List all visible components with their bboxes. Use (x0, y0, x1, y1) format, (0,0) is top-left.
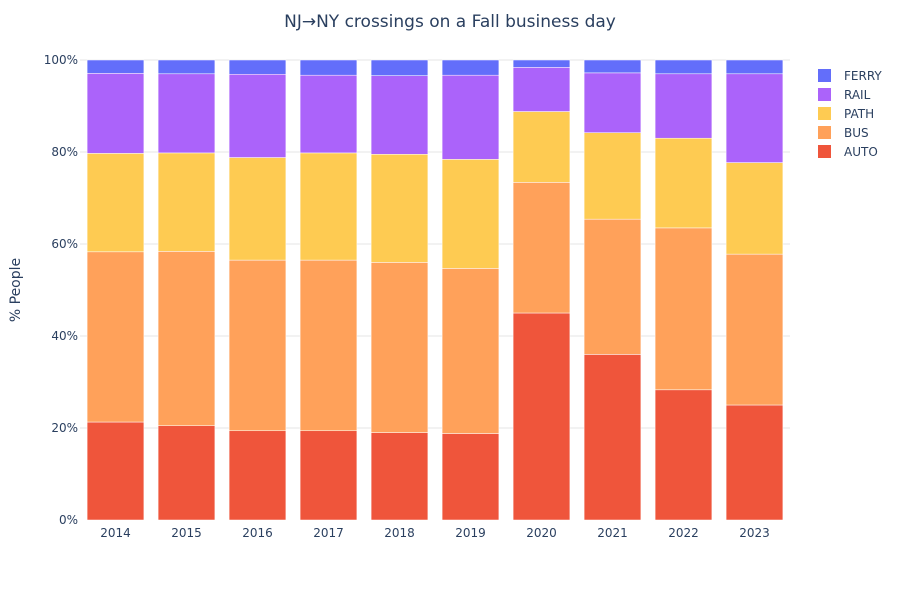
bar-auto-2021[interactable] (583, 354, 642, 521)
legend-swatch (818, 145, 831, 158)
bar-path-2014[interactable] (86, 153, 145, 253)
x-tick-label: 2018 (384, 526, 415, 540)
bar-auto-2019[interactable] (441, 433, 500, 521)
bar-rail-2014[interactable] (86, 73, 145, 154)
y-tick-label: 40% (51, 329, 78, 343)
bar-auto-2022[interactable] (654, 389, 713, 521)
bar-auto-2020[interactable] (512, 312, 571, 521)
x-tick-label: 2015 (171, 526, 202, 540)
bar-bus-2017[interactable] (299, 259, 358, 432)
bar-path-2022[interactable] (654, 137, 713, 229)
legend-label: AUTO (844, 144, 878, 159)
bar-bus-2016[interactable] (228, 259, 287, 432)
bar-ferry-2015[interactable] (157, 59, 216, 75)
bar-rail-2015[interactable] (157, 73, 216, 154)
bar-path-2019[interactable] (441, 159, 500, 269)
bar-bus-2020[interactable] (512, 182, 571, 314)
bar-ferry-2022[interactable] (654, 59, 713, 75)
bar-bus-2015[interactable] (157, 251, 216, 426)
bar-path-2015[interactable] (157, 152, 216, 252)
bar-auto-2018[interactable] (370, 432, 429, 521)
x-tick-label: 2017 (313, 526, 344, 540)
legend-swatch (818, 88, 831, 101)
bar-rail-2020[interactable] (512, 67, 571, 112)
bar-bus-2023[interactable] (725, 253, 784, 406)
bar-path-2017[interactable] (299, 152, 358, 261)
bar-bus-2019[interactable] (441, 268, 500, 434)
x-tick-label: 2016 (242, 526, 273, 540)
legend-item-ferry[interactable]: FERRY (818, 66, 882, 85)
legend-swatch (818, 69, 831, 82)
legend-label: BUS (844, 125, 869, 140)
x-tick-label: 2022 (668, 526, 699, 540)
bar-rail-2019[interactable] (441, 74, 500, 160)
bar-bus-2021[interactable] (583, 218, 642, 355)
chart-title: NJ→NY crossings on a Fall business day (284, 12, 616, 32)
bar-ferry-2017[interactable] (299, 59, 358, 76)
bar-bus-2018[interactable] (370, 262, 429, 433)
y-tick-label: 0% (59, 513, 78, 527)
bar-auto-2017[interactable] (299, 430, 358, 521)
bar-ferry-2019[interactable] (441, 59, 500, 76)
bar-path-2020[interactable] (512, 111, 571, 183)
bar-bus-2014[interactable] (86, 251, 145, 423)
bars (86, 59, 784, 521)
bar-rail-2018[interactable] (370, 75, 429, 155)
x-tick-label: 2014 (100, 526, 131, 540)
y-axis-ticks: 0% 20% 40% 60% 80% 100% (44, 53, 78, 527)
y-tick-label: 20% (51, 421, 78, 435)
y-tick-label: 60% (51, 237, 78, 251)
x-tick-label: 2021 (597, 526, 628, 540)
bar-auto-2016[interactable] (228, 430, 287, 521)
legend-label: PATH (844, 106, 875, 121)
bar-rail-2023[interactable] (725, 73, 784, 163)
x-tick-label: 2019 (455, 526, 486, 540)
bar-ferry-2014[interactable] (86, 59, 145, 74)
bar-bus-2022[interactable] (654, 227, 713, 391)
bar-ferry-2018[interactable] (370, 59, 429, 76)
bar-rail-2017[interactable] (299, 74, 358, 154)
y-tick-label: 100% (44, 53, 78, 67)
legend-item-bus[interactable]: BUS (818, 123, 882, 142)
legend-item-auto[interactable]: AUTO (818, 142, 882, 161)
bar-rail-2016[interactable] (228, 74, 287, 158)
bar-rail-2021[interactable] (583, 72, 642, 133)
bar-path-2023[interactable] (725, 162, 784, 255)
legend-label: RAIL (844, 87, 871, 102)
legend-label: FERRY (844, 68, 882, 83)
legend-item-path[interactable]: PATH (818, 104, 882, 123)
bar-path-2016[interactable] (228, 157, 287, 261)
bar-rail-2022[interactable] (654, 73, 713, 139)
legend: FERRY RAIL PATH BUS AUTO (818, 66, 882, 161)
legend-item-rail[interactable]: RAIL (818, 85, 882, 104)
bar-path-2021[interactable] (583, 132, 642, 220)
legend-swatch (818, 126, 831, 139)
bar-ferry-2023[interactable] (725, 59, 784, 75)
bar-ferry-2016[interactable] (228, 59, 287, 75)
x-tick-label: 2020 (526, 526, 557, 540)
bar-auto-2023[interactable] (725, 404, 784, 521)
bar-auto-2014[interactable] (86, 421, 145, 521)
bar-ferry-2020[interactable] (512, 59, 571, 68)
x-axis-ticks: 2014 2015 2016 2017 2018 2019 2020 2021 2022 2023 (100, 526, 770, 540)
bar-ferry-2021[interactable] (583, 59, 642, 74)
bar-path-2018[interactable] (370, 154, 429, 263)
x-tick-label: 2023 (739, 526, 770, 540)
y-tick-label: 80% (51, 145, 78, 159)
legend-swatch (818, 107, 831, 120)
bar-auto-2015[interactable] (157, 425, 216, 521)
